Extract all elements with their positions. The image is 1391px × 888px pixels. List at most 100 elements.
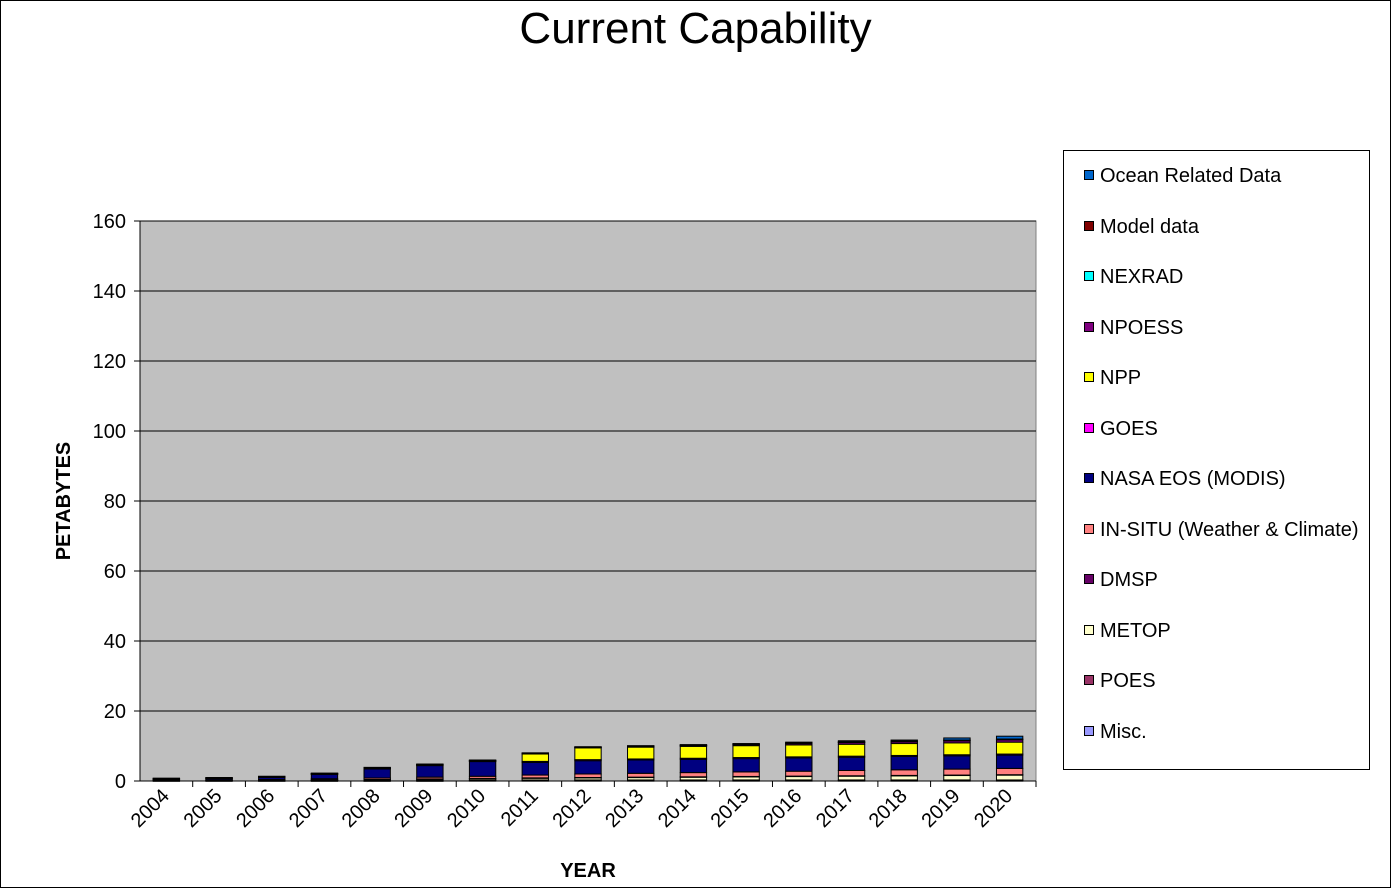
legend-swatch: [1084, 675, 1094, 685]
legend-item: Misc.: [1084, 720, 1370, 743]
x-tick-label: 2009: [390, 785, 437, 832]
legend-item: IN-SITU (Weather & Climate): [1084, 518, 1370, 541]
legend-label: Misc.: [1100, 720, 1147, 743]
x-tick-label: 2018: [865, 785, 912, 832]
y-tick-label: 80: [104, 491, 126, 513]
x-tick-label: 2011: [497, 785, 543, 831]
bar-segment: [574, 747, 602, 761]
legend-swatch: [1084, 624, 1094, 635]
bar-segment: [995, 767, 1024, 776]
bar-segment: [785, 770, 813, 777]
bar-segment: [468, 759, 497, 761]
legend-label: Ocean Related Data: [1100, 165, 1282, 187]
legend-swatch: [1084, 574, 1094, 584]
bar-segment: [943, 737, 971, 741]
y-tick-label: 120: [93, 351, 126, 373]
y-tick-label: 100: [93, 421, 126, 443]
bar-segment: [152, 777, 181, 780]
x-tick-label: 2006: [232, 785, 279, 832]
bar-segment: [995, 735, 1024, 740]
x-tick-label: 2007: [285, 785, 332, 832]
legend-swatch: [1084, 523, 1094, 534]
bar-segment: [785, 757, 813, 772]
y-axis-title: PETABYTES: [53, 442, 75, 561]
bar-segment: [732, 745, 760, 759]
bar-segment: [574, 746, 602, 748]
bar-segment: [627, 772, 655, 778]
bar-segment: [679, 744, 708, 746]
chart-title: Current Capability: [519, 4, 872, 53]
y-tick-label: 60: [104, 561, 126, 583]
legend-swatch: [1084, 725, 1094, 736]
x-tick-label: 2013: [601, 785, 648, 832]
bar-segment: [890, 769, 918, 776]
y-tick-label: 40: [104, 631, 126, 653]
x-tick-label: 2015: [707, 785, 754, 832]
bar-segment: [363, 766, 391, 769]
bar-segment: [890, 756, 918, 771]
legend-item: NASA EOS (MODIS): [1084, 468, 1370, 490]
legend-item: Ocean Related Data: [1084, 165, 1370, 187]
legend-item: NPOESS: [1084, 316, 1370, 339]
bar-segment: [521, 752, 549, 754]
legend-item: DMSP: [1084, 569, 1370, 591]
x-tick-label: 2010: [443, 785, 490, 832]
bar-segment: [205, 777, 233, 779]
bar-segment: [995, 754, 1024, 769]
y-tick-label: 140: [93, 281, 126, 303]
bar-segment: [521, 753, 549, 762]
legend-item: METOP: [1084, 619, 1370, 642]
legend-swatch: [1084, 170, 1094, 180]
legend-label: GOES: [1100, 417, 1158, 440]
legend-swatch: [1084, 473, 1094, 483]
bar-segment: [521, 761, 549, 776]
bar-segment: [627, 759, 655, 774]
bar-segment: [416, 765, 444, 778]
bar-segment: [837, 756, 866, 772]
x-tick-label: 2014: [654, 785, 701, 832]
legend-label: IN-SITU (Weather & Climate): [1100, 518, 1359, 541]
legend-label: Model data: [1100, 215, 1199, 238]
bar-segment: [837, 743, 866, 757]
legend-label: NPP: [1100, 367, 1142, 389]
bar-segment: [890, 739, 918, 742]
bar-segment: [732, 743, 760, 745]
x-tick-label: 2012: [549, 785, 596, 832]
x-axis-title: YEAR: [560, 860, 616, 882]
bar-segment: [574, 773, 602, 778]
bar-segment: [785, 744, 813, 758]
legend-swatch: [1084, 321, 1094, 332]
legend-item: Model data: [1084, 215, 1370, 238]
bar-segment: [258, 775, 286, 778]
bar-segment: [574, 760, 602, 775]
x-tick-label: 2017: [812, 785, 859, 832]
legend-swatch: [1084, 372, 1094, 382]
legend-label: NEXRAD: [1100, 266, 1184, 288]
chart-legend: Ocean Related Data Model data NEXRAD NPOESS…: [1063, 150, 1370, 770]
x-tick-label: 2020: [970, 785, 1017, 832]
legend-item: NEXRAD: [1084, 266, 1370, 288]
legend-swatch: [1084, 220, 1094, 231]
bar-segment: [679, 745, 708, 759]
bar-segment: [837, 770, 866, 777]
bar-segment: [679, 772, 708, 778]
legend-label: NPOESS: [1100, 316, 1184, 339]
legend-label: POES: [1100, 670, 1156, 692]
x-tick-label: 2008: [338, 785, 385, 832]
bar-segment: [363, 768, 391, 779]
bar-segment: [995, 741, 1024, 755]
legend-swatch: [1084, 422, 1094, 433]
y-tick-label: 20: [104, 701, 126, 723]
legend-label: METOP: [1100, 619, 1171, 642]
bar-segment: [943, 768, 971, 776]
x-tick-label: 2019: [917, 785, 964, 832]
x-tick-label: 2016: [759, 785, 806, 832]
bar-segment: [890, 743, 918, 756]
bar-segment: [416, 763, 444, 766]
legend-swatch: [1084, 271, 1094, 281]
x-tick-label: 2004: [127, 785, 174, 832]
x-tick-label: 2005: [180, 785, 227, 832]
legend-label: DMSP: [1100, 569, 1158, 591]
bar-segment: [627, 745, 655, 747]
